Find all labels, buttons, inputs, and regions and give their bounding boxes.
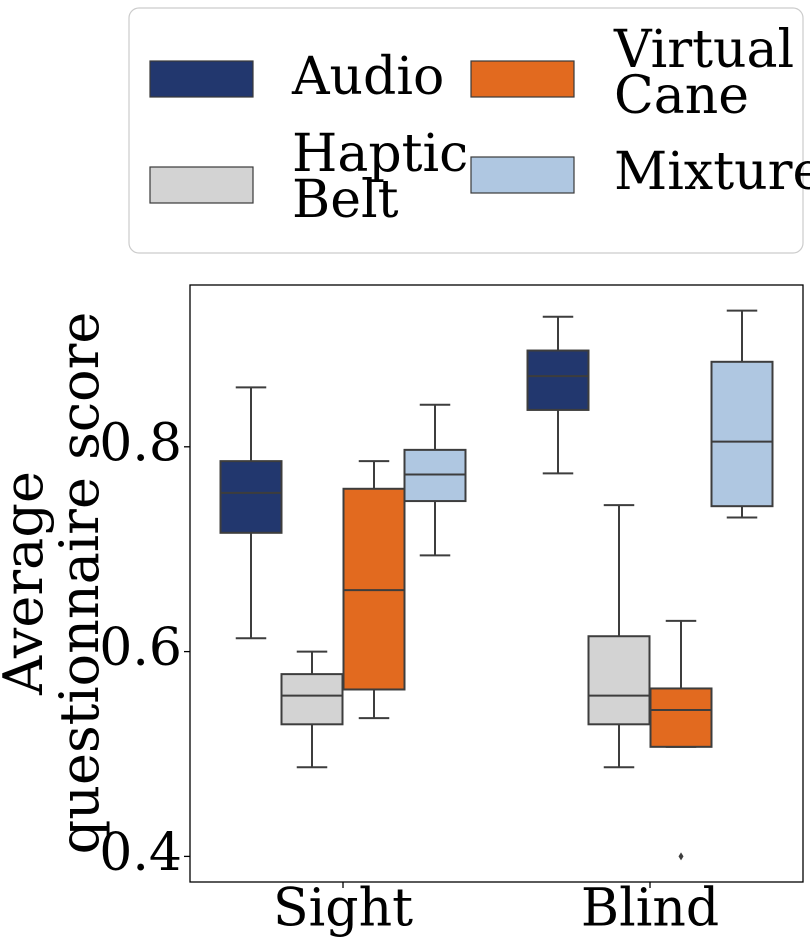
legend: Audio Haptic Belt Virtual Cane Mixture xyxy=(128,7,810,254)
legend-label-line: Haptic xyxy=(292,124,468,184)
iqr-box xyxy=(280,673,344,726)
x-tick-label-blind: Blind xyxy=(581,879,719,939)
box-haptic-belt-blind xyxy=(587,504,651,769)
legend-label-haptic-belt: Haptic Belt xyxy=(292,124,468,230)
y-tick-label: 0.6 xyxy=(99,618,182,678)
iqr-box xyxy=(219,460,283,534)
legend-swatch-haptic-belt xyxy=(149,166,254,204)
y-axis-label: Averagequestionnaire score xyxy=(0,312,111,855)
box-audio-sight xyxy=(219,386,283,640)
legend-label-line: Cane xyxy=(614,66,749,126)
y-axis-label-line: questionnaire score xyxy=(48,312,111,855)
iqr-box xyxy=(587,635,651,726)
axes: 0.4 0.6 0.8 Sight Blind Averagequestionnaire … xyxy=(0,284,804,939)
legend-label-mixture: Mixture xyxy=(614,142,810,202)
iqr-box xyxy=(342,487,406,691)
iqr-box xyxy=(710,360,774,508)
x-tick-label-sight: Sight xyxy=(273,879,413,939)
legend-label-line: Audio xyxy=(291,47,444,107)
legend-label-line: Mixture xyxy=(614,142,810,202)
legend-label-audio: Audio xyxy=(291,47,444,107)
iqr-box xyxy=(649,687,713,748)
box-virtual-cane-blind xyxy=(649,619,713,861)
box-mixture-sight xyxy=(403,403,467,557)
legend-swatch-virtual-cane xyxy=(470,60,575,98)
plot-area xyxy=(219,309,774,861)
y-tick-label: 0.4 xyxy=(99,823,182,883)
legend-label-line: Virtual xyxy=(613,20,794,80)
outlier-point xyxy=(678,852,684,861)
y-axis-label-line: Average xyxy=(0,471,55,696)
legend-label-line: Belt xyxy=(292,170,399,230)
legend-swatch-audio xyxy=(149,60,254,98)
legend-swatch-mixture xyxy=(470,156,575,194)
iqr-box xyxy=(526,349,590,411)
box-audio-blind xyxy=(526,315,590,475)
legend-frame xyxy=(128,7,804,254)
box-mixture-blind xyxy=(710,309,774,519)
box-haptic-belt-sight xyxy=(280,650,344,769)
iqr-box xyxy=(403,448,467,503)
y-tick-label: 0.8 xyxy=(99,413,182,473)
legend-label-virtual-cane: Virtual Cane xyxy=(613,20,794,126)
box-virtual-cane-sight xyxy=(342,460,406,720)
plot-frame xyxy=(189,284,804,883)
